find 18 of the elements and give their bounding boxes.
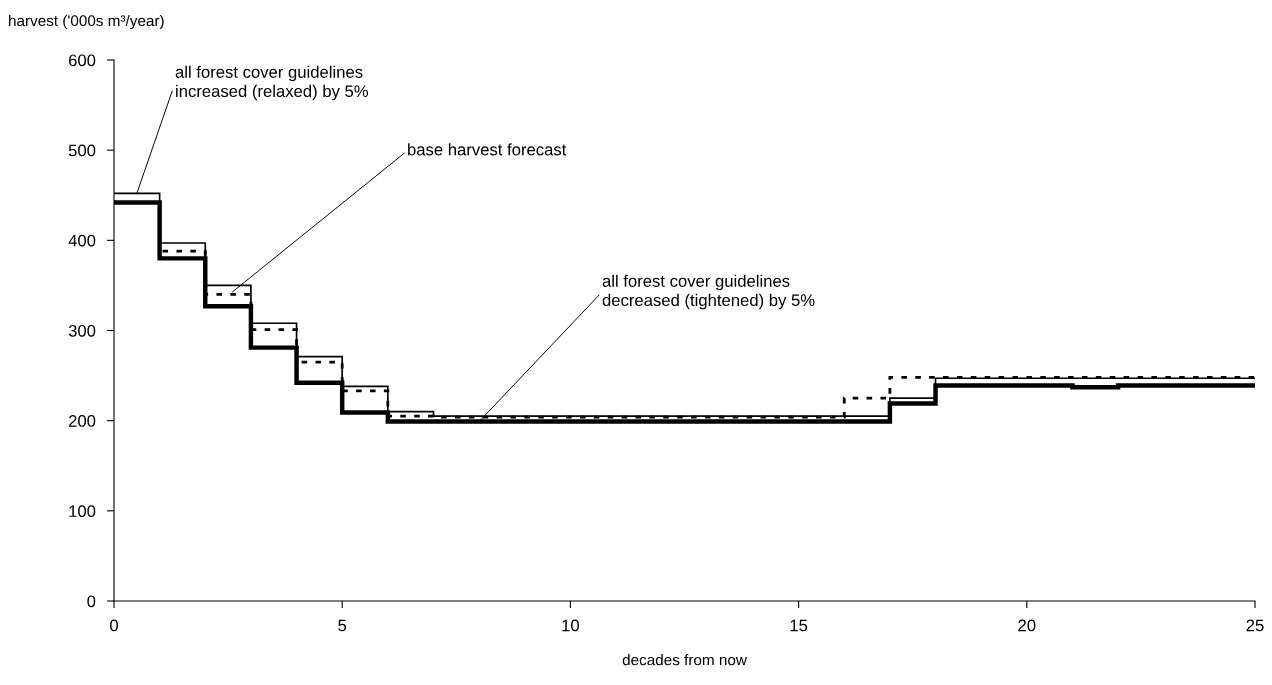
annotation: base harvest forecast [408, 143, 567, 156]
x-tick-label: 20 [1018, 619, 1036, 632]
y-axis-title: harvest ('000s m³/year) [9, 14, 164, 30]
annotation: all forest cover guidelines decreased (tightened) by 5% [602, 274, 815, 310]
x-tick-label: 5 [338, 619, 347, 632]
x-tick-label: 0 [110, 619, 118, 632]
x-axis-title: decades from now [622, 654, 747, 666]
y-tick-label: 100 [69, 505, 96, 518]
x-tick-label: 25 [1246, 619, 1264, 632]
y-tick-label: 0 [87, 595, 96, 608]
y-tick-label: 200 [68, 415, 96, 427]
y-tick-label: 400 [68, 234, 96, 247]
x-tick-label: 15 [790, 619, 808, 632]
annotation: all forest cover guidelines increased (relaxed) by 5% [175, 65, 369, 101]
y-tick-label: 600 [68, 54, 96, 67]
y-tick-label: 300 [68, 324, 96, 337]
x-tick-label: 10 [562, 619, 580, 632]
y-tick-label: 500 [68, 144, 96, 157]
